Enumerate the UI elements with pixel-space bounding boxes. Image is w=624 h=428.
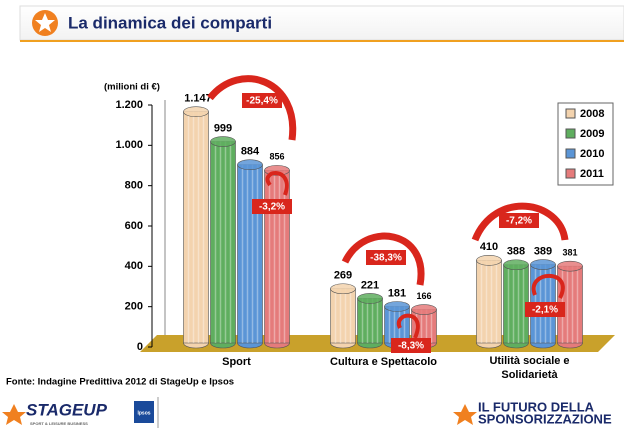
annotation: -3,2% bbox=[259, 202, 285, 213]
legend-label: 2011 bbox=[580, 168, 604, 180]
bar-top bbox=[384, 301, 410, 312]
annotation-box bbox=[525, 302, 565, 317]
y-tick-label: 400 bbox=[125, 260, 143, 272]
bar-top bbox=[210, 136, 236, 147]
annotation-arrow bbox=[265, 171, 289, 196]
bar bbox=[264, 170, 290, 344]
ipsos-badge bbox=[134, 401, 154, 423]
y-tick-label: 0 bbox=[137, 341, 143, 353]
value-label: 181 bbox=[388, 287, 406, 299]
y-tick-label: 200 bbox=[125, 301, 143, 313]
bar bbox=[357, 298, 383, 344]
sponsor-logo-1: IL FUTURO DELLA bbox=[478, 399, 595, 414]
value-label: 269 bbox=[334, 270, 352, 282]
bar-top bbox=[357, 293, 383, 304]
annotation-box bbox=[252, 199, 292, 214]
y-tick-label: 1.000 bbox=[115, 139, 143, 151]
bar-top bbox=[237, 159, 263, 171]
bar-top bbox=[476, 255, 502, 266]
bar bbox=[237, 164, 263, 344]
x-tick-label: Cultura e Spettacolo bbox=[330, 356, 437, 368]
bar-top bbox=[411, 304, 437, 315]
annotation-arrow bbox=[207, 75, 297, 141]
y-tick-label: 800 bbox=[125, 180, 143, 192]
value-label: 388 bbox=[507, 246, 525, 258]
annotation: -2,1% bbox=[532, 305, 558, 316]
value-label: 166 bbox=[416, 291, 431, 301]
y-tick-label: 1.200 bbox=[115, 99, 143, 111]
annotation: -8,3% bbox=[398, 341, 424, 352]
annotation-arrow bbox=[471, 202, 569, 242]
y-tick-label: 600 bbox=[125, 220, 143, 232]
sponsor-star bbox=[453, 404, 477, 425]
value-label: 856 bbox=[269, 152, 284, 162]
value-label: 389 bbox=[534, 245, 552, 257]
legend-swatch bbox=[565, 108, 576, 119]
annotation: -38,3% bbox=[370, 253, 402, 264]
x-tick-label: Utilità sociale e Solidarietà bbox=[489, 355, 570, 381]
annotation-box bbox=[366, 250, 406, 265]
annotation: -25,4% bbox=[246, 96, 278, 107]
title-bar bbox=[19, 5, 624, 41]
bar-top bbox=[557, 260, 583, 272]
annotation-arrow bbox=[531, 274, 565, 299]
value-label: 884 bbox=[241, 146, 260, 158]
bar bbox=[503, 264, 529, 344]
bar bbox=[210, 141, 236, 344]
bar bbox=[330, 288, 356, 344]
value-label: 381 bbox=[562, 248, 577, 258]
annotation-box bbox=[499, 213, 539, 228]
bar-top bbox=[183, 106, 209, 117]
bar-top bbox=[503, 259, 529, 271]
stageup-star bbox=[2, 404, 26, 425]
source: Fonte: Indagine Predittiva 2012 di Stage… bbox=[6, 377, 234, 388]
bar-top bbox=[530, 259, 556, 270]
annotation-arrow bbox=[341, 232, 425, 286]
stageup-tagline: SPORT & LEISURE BUSINESS bbox=[30, 421, 88, 426]
stageup-logo: STAGEUP bbox=[26, 400, 108, 419]
y-axis-label: (milioni di €) bbox=[104, 82, 160, 93]
legend-swatch bbox=[565, 128, 576, 139]
chart-title: La dinamica dei comparti bbox=[68, 13, 272, 32]
annotation-box bbox=[242, 93, 282, 108]
legend-label: 2010 bbox=[580, 148, 604, 160]
bar bbox=[183, 111, 209, 344]
title-star bbox=[35, 13, 55, 32]
bar bbox=[476, 260, 502, 344]
x-tick-label: Sport bbox=[222, 356, 251, 368]
annotation: -7,2% bbox=[506, 216, 532, 227]
sponsor-logo-2: SPONSORIZZAZIONE bbox=[478, 411, 612, 426]
legend-swatch bbox=[565, 168, 576, 179]
value-label: 1.147 bbox=[184, 93, 212, 105]
ipsos-text: Ipsos bbox=[137, 410, 150, 416]
value-label: 221 bbox=[361, 279, 379, 291]
legend-swatch bbox=[565, 148, 576, 159]
value-label: 410 bbox=[480, 241, 498, 253]
value-label: 999 bbox=[214, 122, 232, 134]
annotation-arrow bbox=[396, 313, 420, 339]
bar-top bbox=[330, 283, 356, 295]
legend-label: 2009 bbox=[580, 128, 604, 140]
legend-label: 2008 bbox=[580, 108, 604, 120]
annotation-box bbox=[391, 338, 431, 353]
